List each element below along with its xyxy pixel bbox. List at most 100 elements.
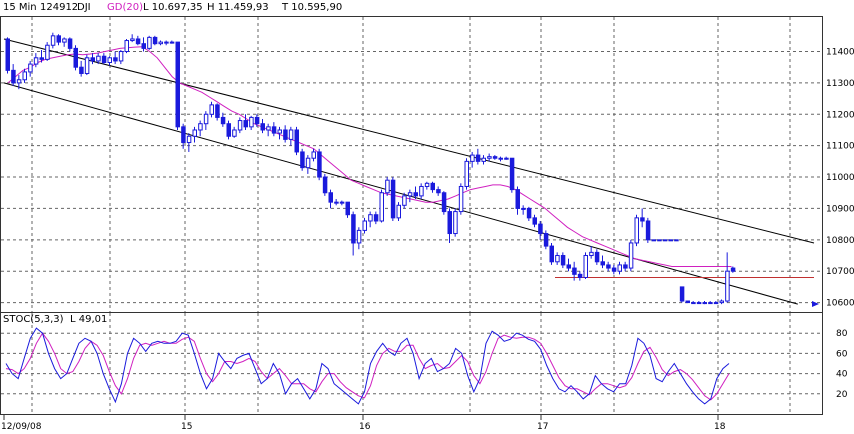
candle <box>589 246 594 259</box>
svg-text:15 Min: 15 Min <box>3 2 37 13</box>
candle <box>458 183 464 215</box>
candle <box>113 51 118 65</box>
candle <box>509 157 515 193</box>
candle <box>555 252 560 265</box>
candle-body <box>589 251 594 257</box>
candle <box>368 211 373 228</box>
candle <box>175 41 180 130</box>
candle-body <box>152 36 158 45</box>
candle-body <box>67 38 73 49</box>
candle-body <box>39 57 44 60</box>
candle-body <box>606 264 611 269</box>
candle <box>674 239 679 242</box>
candle-body <box>220 116 226 125</box>
candle <box>124 38 129 54</box>
candle <box>487 153 492 162</box>
candle <box>538 220 543 240</box>
candle <box>385 177 390 196</box>
candle-body <box>50 35 56 46</box>
high-value: H 11.459,93 <box>207 2 269 13</box>
channel-lower-line <box>3 82 798 305</box>
candle <box>453 208 458 237</box>
candle-body <box>708 302 713 305</box>
candle <box>713 301 719 305</box>
candle-body <box>79 66 84 74</box>
candle-body <box>600 261 605 266</box>
candle <box>628 239 634 272</box>
candle <box>215 103 220 121</box>
candle-body <box>657 239 662 242</box>
candle-body <box>147 36 152 49</box>
candle-body <box>62 38 67 43</box>
candle <box>356 227 362 250</box>
svg-text:L 49,01: L 49,01 <box>70 314 107 325</box>
candle-body <box>300 151 305 169</box>
candle-body <box>96 55 101 62</box>
candle <box>730 266 736 273</box>
candle-body <box>186 135 192 144</box>
stochastic-d-line <box>5 332 730 401</box>
price-tick-label: 11400 <box>826 48 854 58</box>
candle <box>294 126 299 156</box>
candle-body <box>351 214 356 244</box>
candle-body <box>181 126 186 144</box>
candle-body <box>509 157 515 191</box>
candle <box>640 208 645 228</box>
candle <box>147 35 152 50</box>
candle <box>164 40 169 46</box>
day-label: 12/09/08 <box>1 422 42 432</box>
candle-body <box>90 57 95 62</box>
candle-body <box>628 242 634 269</box>
candle-body <box>696 302 702 305</box>
candle-body <box>447 211 452 235</box>
candle <box>617 261 622 275</box>
candle <box>141 37 146 52</box>
svg-text:T 10.595,90: T 10.595,90 <box>281 2 342 13</box>
candle-body <box>260 123 265 131</box>
candle <box>345 201 350 218</box>
candle-body <box>538 223 543 235</box>
candle-body <box>662 239 668 242</box>
candle-body <box>254 116 260 125</box>
stochastic-tick-label: 80 <box>836 329 848 339</box>
candle <box>515 186 520 215</box>
candle <box>90 53 95 65</box>
last-price-marker-icon <box>812 301 819 307</box>
candle-body <box>175 41 180 128</box>
candle <box>169 40 175 44</box>
trend-channel <box>3 38 815 305</box>
candle <box>300 148 305 171</box>
candle-body <box>515 189 520 209</box>
candle <box>328 189 333 209</box>
candle-body <box>424 182 430 187</box>
candle <box>430 181 435 193</box>
day-label: 16 <box>359 422 371 432</box>
candle-body <box>719 300 724 304</box>
candle <box>158 40 163 46</box>
candle <box>702 301 707 305</box>
candle-body <box>345 201 350 216</box>
candle <box>424 181 430 190</box>
candle <box>45 42 50 61</box>
time-axis: 12/09/08 15 16 17 18 <box>1 414 726 432</box>
svg-text:H 11.459,93: H 11.459,93 <box>207 2 269 13</box>
candle-body <box>634 217 639 244</box>
candle-body <box>113 57 118 62</box>
candle-body <box>328 192 333 203</box>
candle <box>186 133 192 152</box>
day-label: 15 <box>181 422 192 432</box>
candle-body <box>651 239 656 242</box>
price-panel-frame <box>0 16 823 313</box>
candle-body <box>504 157 509 160</box>
candle <box>226 120 231 140</box>
candle <box>56 34 61 46</box>
interval-label: 15 Min <box>3 2 37 13</box>
candle-body <box>334 201 339 204</box>
candle-body <box>249 116 254 128</box>
candle <box>549 242 554 265</box>
candle <box>271 122 277 137</box>
candle-body <box>141 43 146 49</box>
candle-body <box>11 69 16 84</box>
candle-body <box>135 38 141 45</box>
